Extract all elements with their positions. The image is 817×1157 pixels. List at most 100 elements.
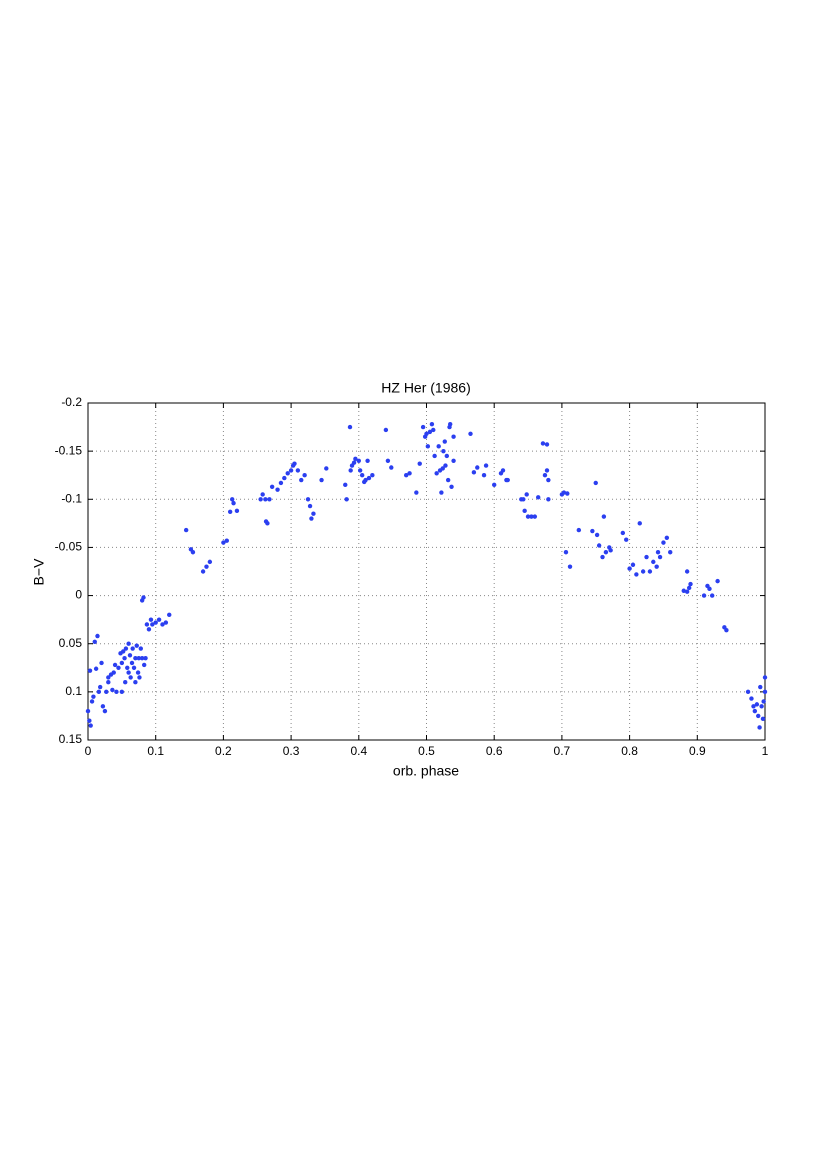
x-tick-label: 0.9 — [689, 744, 706, 758]
point — [544, 442, 550, 447]
point — [468, 431, 473, 437]
point — [757, 725, 762, 730]
point — [260, 492, 265, 497]
point — [200, 569, 206, 574]
point — [542, 473, 548, 478]
point — [565, 491, 570, 496]
point — [99, 660, 104, 666]
point — [87, 668, 93, 673]
point — [601, 514, 607, 519]
point — [429, 421, 435, 427]
point — [114, 689, 119, 695]
point — [156, 617, 162, 622]
point — [524, 492, 529, 497]
point — [347, 424, 353, 430]
point — [359, 473, 365, 478]
point — [311, 511, 316, 516]
point — [427, 429, 433, 435]
point — [436, 444, 441, 449]
point — [762, 689, 768, 695]
y-tick-label: -0.05 — [55, 540, 83, 554]
point — [492, 482, 497, 488]
point — [525, 514, 531, 519]
point — [664, 535, 670, 540]
point — [343, 482, 348, 488]
point — [348, 468, 353, 473]
point — [116, 665, 121, 670]
point — [88, 723, 93, 728]
point — [299, 477, 304, 483]
point — [125, 665, 130, 670]
point — [608, 548, 613, 553]
point — [135, 670, 141, 675]
y-tick-label: -0.15 — [55, 443, 83, 457]
point — [357, 468, 363, 473]
point — [424, 431, 429, 437]
point — [655, 550, 661, 555]
point — [265, 521, 270, 526]
y-tick-label: 0 — [75, 588, 82, 602]
point — [126, 670, 131, 675]
point — [146, 627, 152, 632]
point — [590, 528, 595, 534]
point — [651, 559, 656, 565]
x-tick-label: 0.2 — [215, 744, 232, 758]
point — [425, 444, 431, 449]
point — [128, 675, 133, 680]
point — [190, 550, 196, 555]
point — [407, 471, 412, 476]
point — [111, 670, 116, 675]
y-tick-label: 0.15 — [59, 732, 83, 746]
point — [324, 466, 329, 471]
point — [234, 508, 240, 514]
point — [150, 622, 155, 627]
point — [715, 578, 720, 584]
point — [230, 497, 235, 502]
point — [227, 509, 233, 515]
point — [231, 500, 236, 506]
point — [305, 497, 311, 502]
point — [183, 527, 189, 533]
point — [432, 453, 437, 459]
point — [302, 473, 307, 478]
point — [319, 477, 324, 483]
point — [267, 497, 272, 502]
point — [85, 708, 91, 714]
point — [761, 699, 766, 704]
point — [701, 593, 707, 598]
point — [121, 649, 126, 654]
point — [451, 458, 456, 463]
x-axis-label: orb. phase — [393, 763, 459, 779]
point — [447, 421, 453, 427]
x-tick-label: 1 — [762, 744, 769, 758]
point — [351, 460, 357, 465]
point — [414, 490, 419, 495]
point — [593, 480, 598, 486]
point — [292, 461, 297, 466]
point — [661, 540, 666, 545]
point — [637, 521, 642, 526]
point — [141, 662, 147, 668]
point — [389, 465, 394, 470]
point — [594, 532, 600, 538]
x-tick-label: 0.5 — [418, 744, 435, 758]
y-axis-label: B−V — [31, 558, 47, 586]
point — [139, 655, 145, 661]
point — [522, 508, 527, 514]
point — [630, 562, 636, 567]
point — [123, 646, 129, 651]
point — [383, 427, 389, 433]
x-tick-label: 0.8 — [621, 744, 638, 758]
point — [752, 708, 758, 714]
point — [143, 655, 148, 661]
point — [148, 617, 154, 622]
point — [640, 569, 646, 574]
point — [126, 641, 131, 646]
point — [758, 684, 763, 690]
point — [263, 497, 268, 502]
point — [751, 704, 756, 709]
point — [563, 550, 569, 555]
point — [134, 643, 139, 648]
point — [505, 477, 510, 483]
x-tick-label: 0.7 — [554, 744, 571, 758]
